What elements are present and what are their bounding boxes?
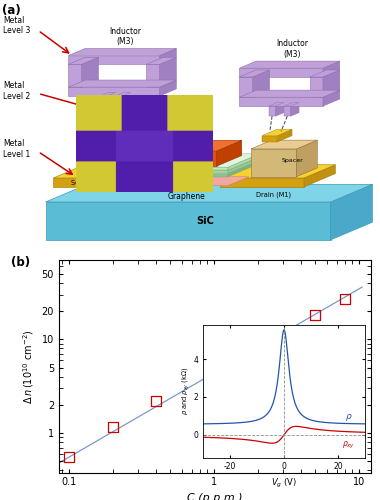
- Polygon shape: [160, 80, 176, 96]
- Polygon shape: [146, 142, 167, 174]
- Polygon shape: [148, 151, 217, 166]
- X-axis label: $V_g$ (V): $V_g$ (V): [271, 477, 297, 490]
- Polygon shape: [253, 70, 269, 97]
- Polygon shape: [239, 77, 253, 97]
- Y-axis label: $\rho$ and $\rho_{xy}$ (k$\Omega$): $\rho$ and $\rho_{xy}$ (k$\Omega$): [181, 367, 192, 416]
- Text: Drain (M1): Drain (M1): [256, 192, 291, 198]
- Polygon shape: [323, 90, 340, 106]
- Polygon shape: [239, 61, 340, 68]
- Text: Dielectrics: Dielectrics: [150, 157, 185, 163]
- Polygon shape: [146, 64, 160, 87]
- Polygon shape: [122, 177, 249, 186]
- Polygon shape: [114, 170, 228, 173]
- Text: Inductor
(M3): Inductor (M3): [277, 39, 309, 58]
- Polygon shape: [68, 80, 176, 87]
- X-axis label: C (p.p.m.): C (p.p.m.): [187, 493, 242, 500]
- Polygon shape: [276, 102, 284, 116]
- Polygon shape: [146, 58, 176, 64]
- Polygon shape: [310, 77, 323, 97]
- Text: (b): (b): [11, 256, 30, 269]
- Polygon shape: [277, 130, 292, 142]
- Polygon shape: [116, 96, 122, 106]
- Polygon shape: [284, 106, 291, 116]
- Text: Metal
Level 1: Metal Level 1: [3, 140, 30, 158]
- Polygon shape: [251, 149, 296, 177]
- Polygon shape: [125, 132, 140, 144]
- Polygon shape: [220, 165, 335, 178]
- Text: Spacer: Spacer: [130, 158, 152, 163]
- Point: [312, 312, 318, 320]
- Polygon shape: [68, 56, 160, 64]
- Polygon shape: [331, 184, 372, 240]
- Polygon shape: [239, 90, 340, 97]
- Text: (a): (a): [2, 4, 21, 17]
- Polygon shape: [100, 96, 107, 106]
- Polygon shape: [68, 64, 82, 87]
- Polygon shape: [68, 58, 98, 64]
- Polygon shape: [82, 58, 98, 87]
- Y-axis label: $\Delta\,n\,(10^{10}\ \mathrm{cm}^{-2})$: $\Delta\,n\,(10^{10}\ \mathrm{cm}^{-2})$: [21, 329, 36, 404]
- Polygon shape: [112, 138, 125, 144]
- Polygon shape: [53, 178, 137, 187]
- Polygon shape: [323, 61, 340, 77]
- Polygon shape: [116, 92, 131, 96]
- Polygon shape: [269, 106, 276, 116]
- Polygon shape: [262, 136, 277, 142]
- Polygon shape: [53, 165, 168, 178]
- Polygon shape: [323, 70, 340, 97]
- Text: $\rho$: $\rho$: [345, 412, 352, 423]
- Text: Metal
Level 2: Metal Level 2: [3, 81, 30, 100]
- Polygon shape: [160, 58, 176, 87]
- Text: SiC: SiC: [196, 216, 214, 226]
- Point: [154, 397, 160, 405]
- Polygon shape: [112, 132, 140, 138]
- Polygon shape: [262, 130, 292, 136]
- Polygon shape: [269, 102, 284, 106]
- Text: Gate
(M2): Gate (M2): [182, 152, 198, 162]
- Polygon shape: [310, 70, 340, 77]
- Text: Metal
Level 3: Metal Level 3: [3, 16, 30, 35]
- Polygon shape: [68, 48, 176, 56]
- Text: $\rho_{xy}$: $\rho_{xy}$: [342, 440, 355, 450]
- Text: Source (M1): Source (M1): [71, 179, 111, 186]
- Point: [211, 374, 217, 382]
- Polygon shape: [122, 92, 131, 106]
- Text: Graphene: Graphene: [167, 192, 205, 201]
- Text: Spacer: Spacer: [282, 158, 304, 163]
- Point: [66, 454, 72, 462]
- Polygon shape: [114, 174, 228, 177]
- Polygon shape: [148, 140, 242, 151]
- Polygon shape: [228, 154, 259, 170]
- Point: [342, 295, 348, 303]
- Polygon shape: [284, 102, 299, 106]
- Polygon shape: [137, 165, 168, 187]
- Point: [110, 424, 116, 432]
- Polygon shape: [108, 152, 146, 174]
- Polygon shape: [220, 178, 304, 187]
- Polygon shape: [228, 160, 259, 177]
- Polygon shape: [107, 92, 116, 106]
- Polygon shape: [108, 142, 167, 152]
- Polygon shape: [114, 160, 259, 173]
- Polygon shape: [160, 48, 176, 64]
- Polygon shape: [228, 157, 259, 174]
- Polygon shape: [46, 184, 372, 202]
- Polygon shape: [46, 202, 331, 240]
- Polygon shape: [114, 167, 228, 170]
- Polygon shape: [239, 68, 323, 77]
- Polygon shape: [100, 92, 116, 96]
- Polygon shape: [239, 97, 323, 106]
- Polygon shape: [114, 154, 259, 167]
- Polygon shape: [217, 140, 242, 166]
- Polygon shape: [291, 102, 299, 116]
- Polygon shape: [304, 165, 335, 187]
- Polygon shape: [251, 140, 317, 149]
- Polygon shape: [239, 70, 269, 77]
- Text: Inductor
(M3): Inductor (M3): [109, 26, 141, 46]
- Polygon shape: [114, 157, 259, 170]
- Polygon shape: [296, 140, 317, 177]
- Point: [237, 347, 243, 355]
- Polygon shape: [68, 87, 160, 96]
